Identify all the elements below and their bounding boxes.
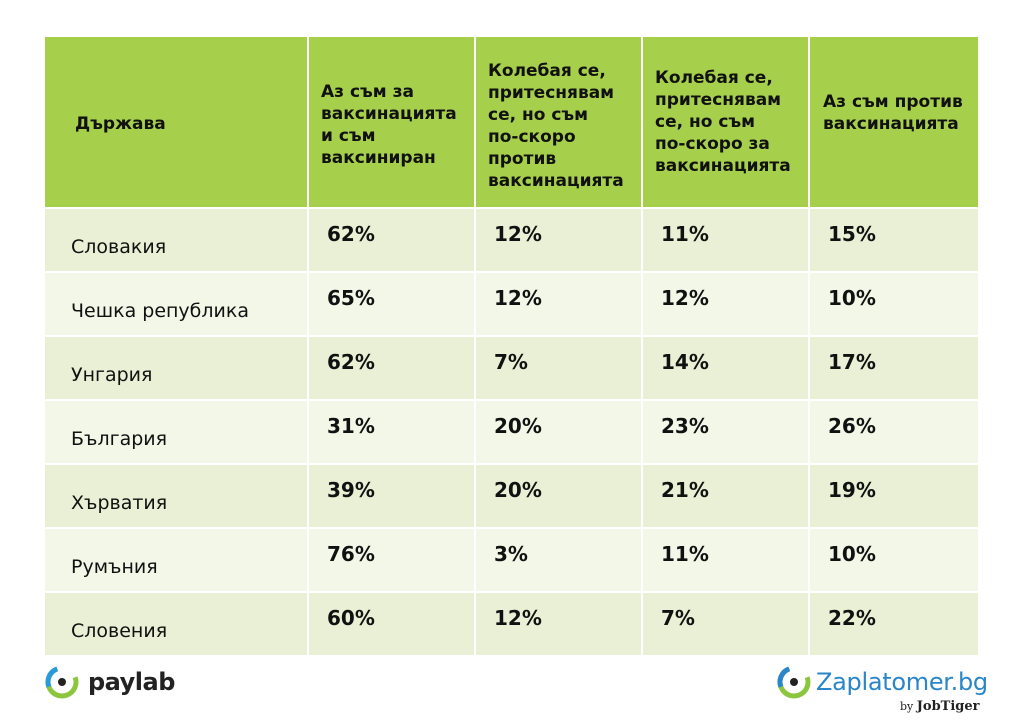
table-row: България 31% 20% 23% 26% <box>45 401 978 465</box>
value-cell: 12% <box>643 273 810 335</box>
value-cell: 15% <box>828 222 876 246</box>
value-cell: 19% <box>828 478 876 502</box>
value-cell: 12% <box>476 209 643 271</box>
header-against-label: Аз съм против ваксинацията <box>823 92 963 134</box>
country-cell: Румъния <box>45 529 309 591</box>
country-cell: България <box>45 401 309 463</box>
byline-brand: JobTiger <box>916 699 980 714</box>
table-row: Румъния 76% 3% 11% 10% <box>45 529 978 593</box>
value-cell: 7% <box>476 337 643 399</box>
vaccination-table: Държава Аз съм за ваксинацията и съм вак… <box>45 37 978 657</box>
value-cell: 17% <box>828 350 876 374</box>
header-vaccinated: Аз съм за ваксинацията и съм ваксиниран <box>309 37 476 207</box>
byline-by: by <box>900 700 914 713</box>
value-cell: 62% <box>309 209 476 271</box>
table-row: Словакия 62% 12% 11% 15% <box>45 209 978 273</box>
value-cell: 76% <box>309 529 476 591</box>
header-vaccinated-label: Аз съм за ваксинацията и съм ваксиниран <box>321 82 457 168</box>
value-cell: 10% <box>828 542 876 566</box>
zaplatomer-logo: Zaplatomer.bg <box>776 664 988 700</box>
value-cell: 14% <box>643 337 810 399</box>
header-against: Аз съм против ваксинацията <box>810 37 978 207</box>
country-cell: Хърватия <box>45 465 309 527</box>
table-row: Словения 60% 12% 7% 22% <box>45 593 978 657</box>
value-cell: 39% <box>309 465 476 527</box>
table-header-row: Държава Аз съм за ваксинацията и съм вак… <box>45 37 978 209</box>
country-cell: Унгария <box>45 337 309 399</box>
value-cell: 20% <box>476 465 643 527</box>
country-cell: Чешка република <box>45 273 309 335</box>
header-hesitant-for-label: Колебая се, притеснявам се, но съм по-ск… <box>655 68 791 176</box>
paylab-logo: paylab <box>44 664 175 700</box>
country-cell: Словакия <box>45 209 309 271</box>
table-row: Чешка република 65% 12% 12% 10% <box>45 273 978 337</box>
value-cell: 10% <box>828 286 876 310</box>
header-country: Държава <box>45 37 309 207</box>
value-cell: 65% <box>309 273 476 335</box>
table-row: Хърватия 39% 20% 21% 19% <box>45 465 978 529</box>
value-cell: 60% <box>309 593 476 655</box>
paylab-logo-text: paylab <box>88 668 175 696</box>
value-cell: 26% <box>828 414 876 438</box>
value-cell: 23% <box>643 401 810 463</box>
value-cell: 62% <box>309 337 476 399</box>
value-cell: 11% <box>643 529 810 591</box>
zaplatomer-logo-icon <box>777 665 811 699</box>
paylab-logo-icon <box>45 665 79 699</box>
value-cell: 31% <box>309 401 476 463</box>
value-cell: 12% <box>476 593 643 655</box>
value-cell: 3% <box>476 529 643 591</box>
value-cell: 21% <box>643 465 810 527</box>
header-hesitant-for: Колебая се, притеснявам се, но съм по-ск… <box>643 37 810 207</box>
value-cell: 22% <box>828 606 876 630</box>
country-cell: Словения <box>45 593 309 655</box>
jobtiger-byline: by JobTiger <box>900 699 980 714</box>
value-cell: 11% <box>643 209 810 271</box>
header-hesitant-against-label: Колебая се, притеснявам се, но съм по-ск… <box>488 61 624 191</box>
table-row: Унгария 62% 7% 14% 17% <box>45 337 978 401</box>
zaplatomer-logo-text: Zaplatomer.bg <box>816 668 988 696</box>
header-country-label: Държава <box>75 114 166 134</box>
value-cell: 7% <box>643 593 810 655</box>
header-hesitant-against: Колебая се, притеснявам се, но съм по-ск… <box>476 37 643 207</box>
value-cell: 12% <box>476 273 643 335</box>
value-cell: 20% <box>476 401 643 463</box>
